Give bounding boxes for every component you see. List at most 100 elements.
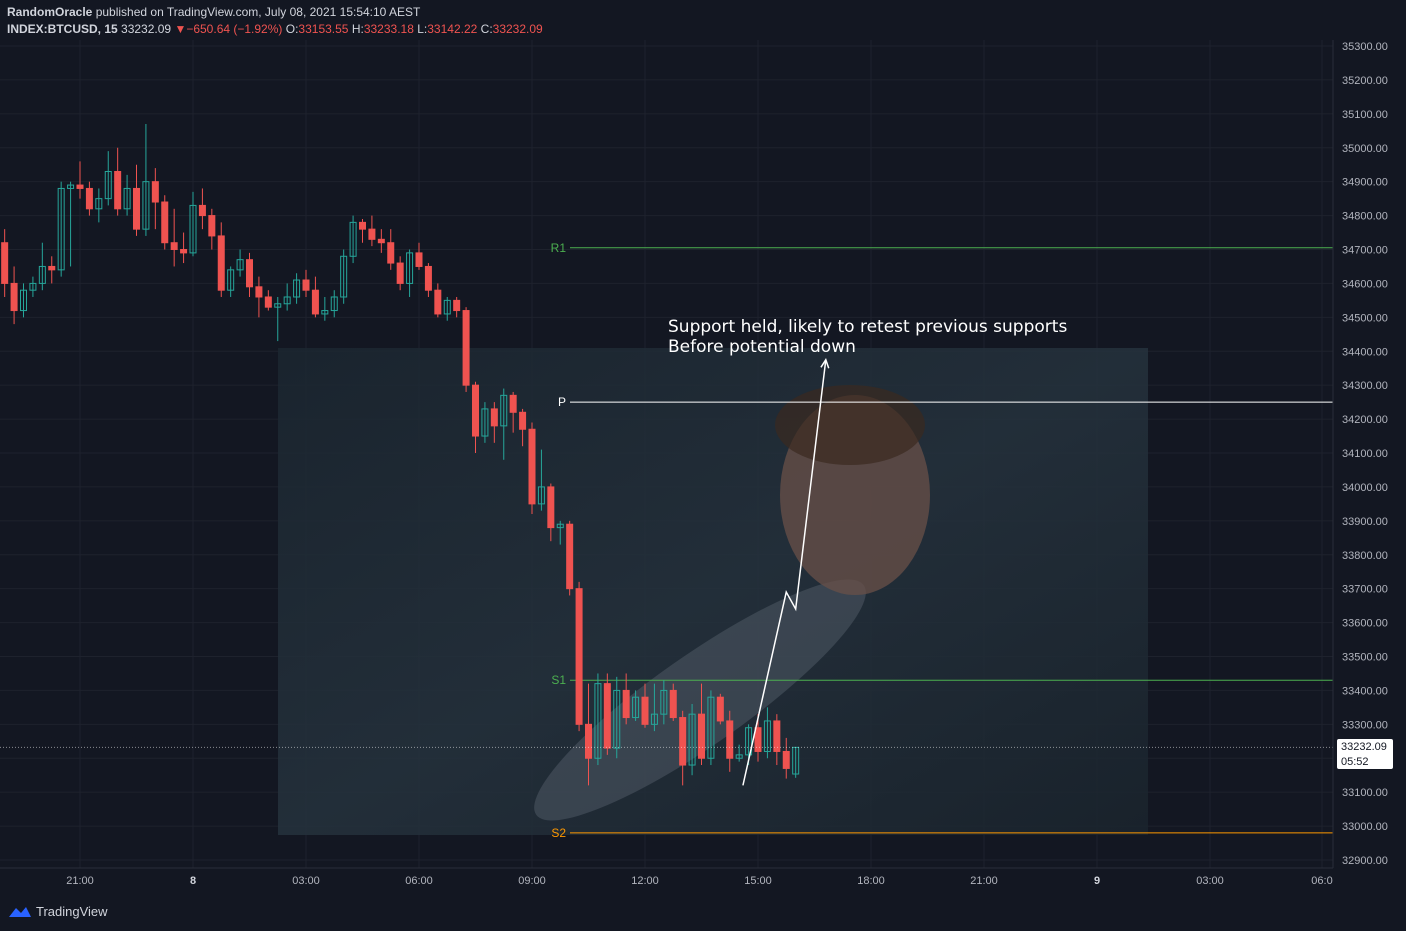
- candle-body: [29, 282, 37, 291]
- price-tick-label: 35300.00: [1342, 41, 1388, 53]
- candle: [95, 188, 103, 223]
- candle: [415, 242, 423, 270]
- level-label-s1: S1: [551, 673, 566, 687]
- candle-body: [415, 252, 423, 267]
- level-label-r1: R1: [551, 241, 567, 255]
- candle-body: [48, 265, 56, 271]
- price-tick-label: 34500.00: [1342, 312, 1388, 324]
- candle: [67, 181, 75, 267]
- price-tick-label: 33500.00: [1342, 652, 1388, 664]
- annotation-text: Support held, likely to retest previous …: [668, 317, 1067, 357]
- candle: [679, 710, 687, 786]
- price-axis[interactable]: 32900.0033000.0033100.0033200.0033300.00…: [1342, 41, 1388, 867]
- candle-body: [679, 717, 687, 766]
- candle: [38, 242, 46, 291]
- candle: [462, 307, 470, 392]
- candle: [198, 188, 206, 230]
- candle-body: [509, 394, 517, 413]
- close-value: 33232.09: [492, 22, 543, 36]
- candle-body: [735, 754, 743, 759]
- high-label: H:: [351, 22, 364, 36]
- time-tick-label: 12:00: [631, 875, 659, 887]
- candle-body: [274, 303, 282, 308]
- candle-body: [293, 279, 301, 298]
- candle: [104, 151, 112, 206]
- annotation-line-1: Support held, likely to retest previous …: [668, 317, 1067, 337]
- candle-body: [217, 235, 225, 291]
- candle: [537, 449, 545, 511]
- tradingview-logo[interactable]: TradingView: [8, 904, 108, 919]
- candle-body: [255, 286, 263, 298]
- candle-body: [462, 310, 470, 386]
- candle-body: [688, 713, 696, 766]
- candle-body: [170, 242, 178, 250]
- candle-body: [114, 170, 122, 210]
- price-tick-label: 34600.00: [1342, 278, 1388, 290]
- candle: [500, 388, 508, 460]
- candle: [283, 283, 291, 311]
- candle: [359, 218, 366, 243]
- candle: [340, 249, 348, 304]
- candle: [246, 252, 253, 297]
- candle-body: [123, 187, 131, 210]
- price-tick-label: 33000.00: [1342, 821, 1388, 833]
- projection-arrowhead: [820, 358, 830, 369]
- tradingview-logo-icon: [9, 906, 31, 917]
- candle: [594, 673, 602, 766]
- candle-body: [707, 696, 715, 759]
- candle: [311, 276, 319, 318]
- price-tick-label: 33700.00: [1342, 584, 1388, 596]
- candle: [773, 714, 781, 766]
- candle-body: [311, 289, 319, 315]
- time-tick-label: 8: [190, 875, 196, 887]
- candle-body: [330, 296, 338, 312]
- price-tick-label: 33300.00: [1342, 719, 1388, 731]
- candle-body: [556, 523, 564, 529]
- candle: [434, 283, 442, 318]
- candle: [76, 161, 84, 199]
- candle-body: [443, 299, 451, 315]
- price-tick-label: 34400.00: [1342, 346, 1388, 358]
- low-label: L:: [417, 22, 428, 36]
- candle-body: [481, 408, 489, 437]
- candle-body: [716, 696, 724, 722]
- candle-body: [594, 683, 602, 759]
- low-value: 33142.22: [427, 22, 478, 36]
- annotation-line-2: Before potential down: [668, 337, 856, 357]
- candle: [217, 222, 225, 297]
- candle-body: [453, 299, 461, 312]
- time-axis[interactable]: 21:00 8 03:00 06:00 09:00 12:00 15:00 18:00 21:0…: [66, 875, 1332, 887]
- candle-body: [283, 296, 291, 305]
- candle-body: [133, 187, 140, 230]
- candle-body: [396, 262, 404, 284]
- candle: [585, 683, 592, 786]
- projection-line: [742, 359, 827, 786]
- candle-body: [180, 249, 188, 254]
- down-arrow-icon: ▼: [174, 22, 187, 36]
- candle: [754, 714, 762, 762]
- price-tick-label: 35000.00: [1342, 143, 1388, 155]
- candle-body: [264, 296, 272, 308]
- candle: [189, 191, 197, 257]
- candle: [613, 676, 621, 759]
- candle-body: [632, 696, 640, 719]
- candle: [632, 690, 640, 721]
- symbol-label[interactable]: INDEX:BTCUSD, 15: [7, 22, 118, 36]
- candle: [236, 249, 244, 277]
- candle-body: [208, 215, 216, 237]
- publisher-name[interactable]: RandomOracle: [7, 5, 93, 19]
- candle: [264, 290, 272, 311]
- candle-body: [566, 523, 574, 590]
- price-tick-label: 32900.00: [1342, 855, 1388, 867]
- time-tick-label: 21:00: [970, 875, 998, 887]
- time-tick-label: 15:00: [744, 875, 772, 887]
- candle: [716, 693, 724, 725]
- candle: [85, 181, 93, 216]
- close-label: C:: [480, 22, 493, 36]
- candle-body: [67, 184, 75, 189]
- candle-body: [377, 238, 385, 244]
- candle: [1, 229, 9, 297]
- candle-body: [528, 428, 536, 505]
- candle-body: [622, 689, 630, 719]
